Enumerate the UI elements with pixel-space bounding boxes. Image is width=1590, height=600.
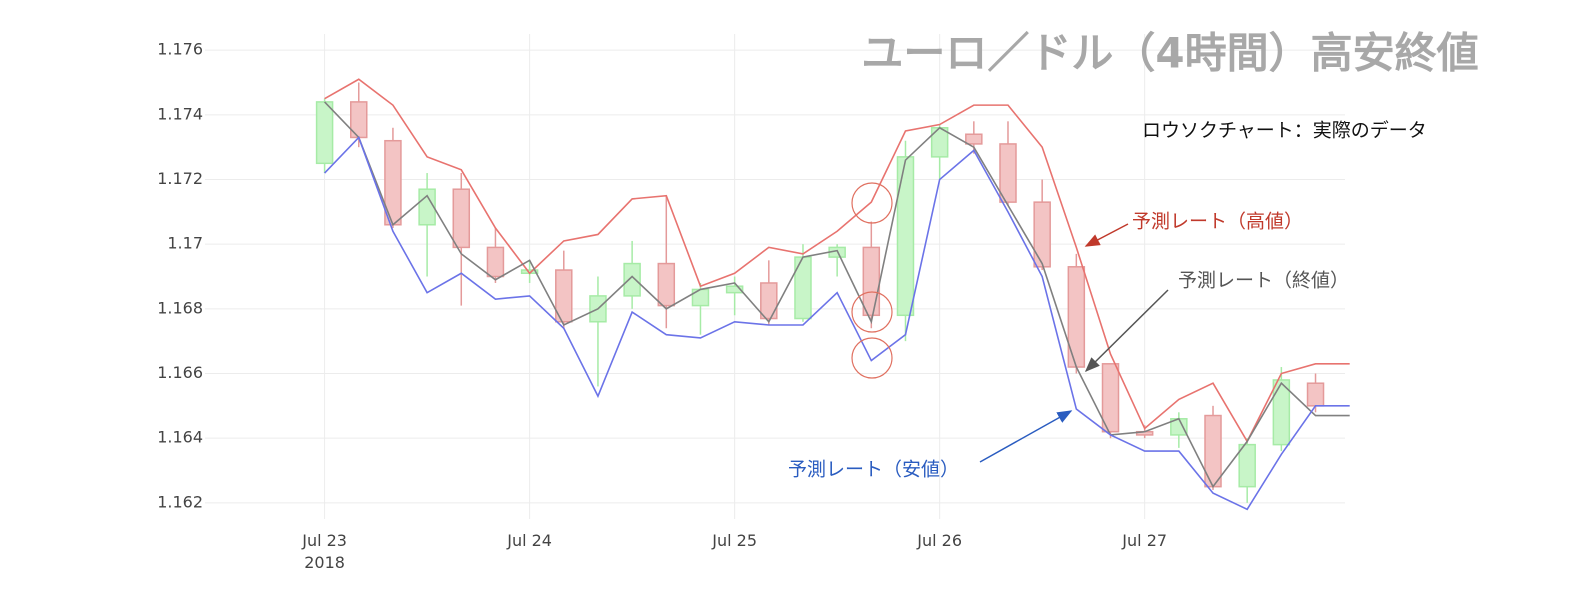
x-tick-label: Jul 26 [917, 531, 963, 550]
candle-body [1033, 201, 1051, 268]
chart-title: ユーロ／ドル（4時間）高安終値 [861, 29, 1478, 78]
x-tick-label: Jul 24 [507, 531, 552, 550]
candle-body [999, 143, 1017, 203]
candle-body [623, 262, 641, 297]
candle-body [1272, 379, 1291, 446]
y-tick-label: 1.17 [167, 234, 203, 253]
highlight-circle [851, 291, 893, 333]
candle-body [315, 101, 334, 165]
candle-body [418, 188, 436, 226]
arrow [979, 410, 1073, 463]
y-tick-label: 1.172 [157, 169, 203, 188]
series-label: 予測レート（高値） [1132, 211, 1303, 233]
highlight-circle [851, 182, 893, 224]
candle-body [1238, 443, 1256, 488]
candle-body [725, 285, 744, 294]
candle-body [760, 282, 778, 320]
x-tick-label: Jul 25 [712, 531, 757, 550]
y-tick-label: 1.176 [157, 40, 203, 59]
candle-body [1101, 363, 1120, 433]
x-tick-label: Jul 27 [1122, 531, 1168, 550]
y-tick-label: 1.168 [157, 298, 203, 317]
candle-body [452, 188, 471, 249]
candle-body [486, 246, 505, 278]
highlight-circle [851, 337, 893, 379]
candle-body [1306, 382, 1325, 407]
candle-body [862, 246, 881, 317]
series-line [324, 135, 1350, 511]
y-tick-label: 1.174 [157, 104, 203, 123]
y-tick-label: 1.162 [157, 492, 203, 511]
x-tick-label: Jul 23 2018 [302, 531, 347, 572]
candle-body [657, 262, 676, 307]
candle-body [965, 133, 983, 145]
arrow [1084, 289, 1169, 373]
candle-body [555, 269, 573, 323]
candle-body [896, 156, 915, 317]
y-tick-label: 1.164 [157, 428, 203, 447]
subtitle: ロウソクチャート：実際のデータ [1142, 120, 1427, 142]
series-label: 予測レート（安値） [788, 459, 959, 481]
series-label: 予測レート（終値） [1178, 270, 1349, 292]
series-line [324, 101, 1350, 489]
y-tick-label: 1.166 [157, 363, 203, 382]
series-line [324, 78, 1350, 444]
arrow [1084, 223, 1129, 247]
